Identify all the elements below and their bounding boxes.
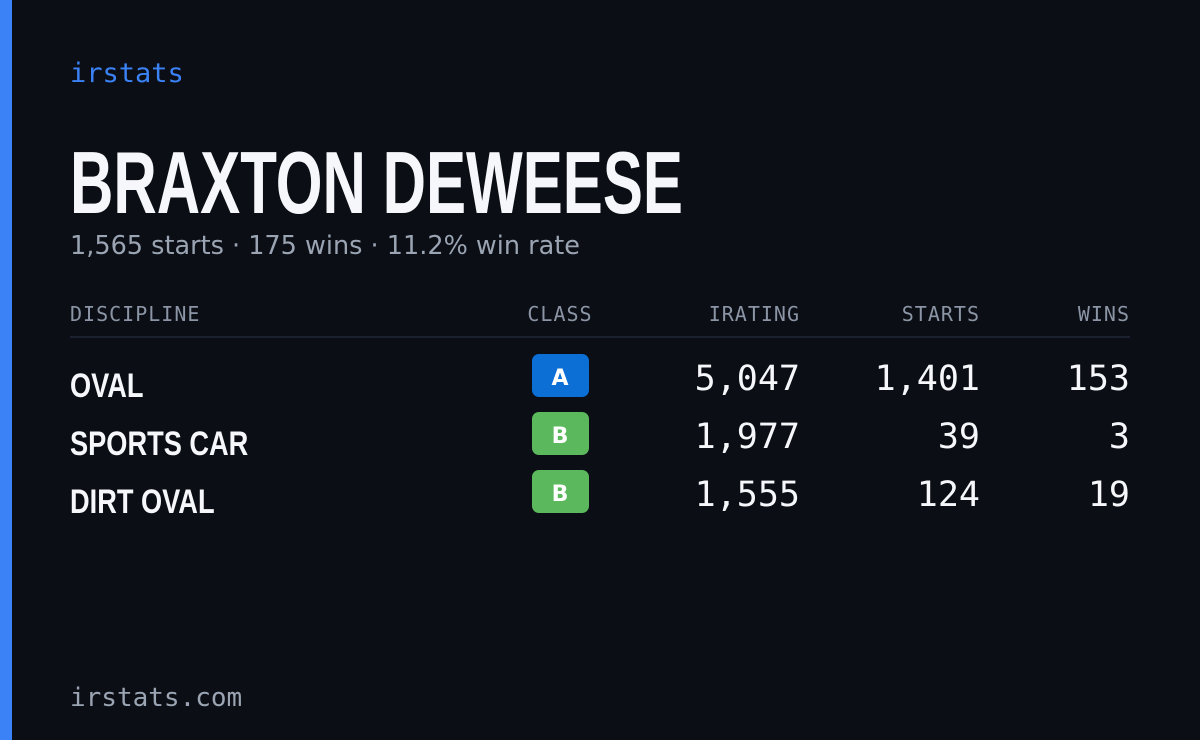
stat-value: 1,977 <box>695 417 800 457</box>
class-label: B <box>552 482 569 507</box>
stat-value: 39 <box>938 417 980 457</box>
column-header: STARTS <box>902 302 980 326</box>
driver-summary: 1,565 starts · 175 wins · 11.2% win rate <box>70 231 580 261</box>
column-header: DISCIPLINE <box>70 302 200 326</box>
stat-value: 5,047 <box>695 359 800 399</box>
stat-value: 19 <box>1088 475 1130 515</box>
discipline: SPORTS CAR <box>70 425 248 463</box>
discipline: OVAL <box>70 367 144 405</box>
column-header: CLASS <box>527 302 592 326</box>
accent-bar <box>0 0 12 740</box>
class-label: B <box>552 424 569 449</box>
class-label: A <box>551 366 568 391</box>
stat-value: 124 <box>917 475 980 515</box>
stat-value: 1,555 <box>695 475 800 515</box>
brand: irstats <box>70 58 184 89</box>
column-header: WINS <box>1078 302 1130 326</box>
class-badge <box>532 412 589 455</box>
driver-name: BRAXTON DEWEESE <box>70 133 683 232</box>
stat-value: 153 <box>1067 359 1130 399</box>
column-header: IRATING <box>709 302 800 326</box>
stat-value: 1,401 <box>875 359 980 399</box>
stat-value: 3 <box>1109 417 1130 457</box>
discipline: DIRT OVAL <box>70 483 215 521</box>
class-badge <box>532 470 589 513</box>
footer: irstats.com <box>70 683 242 713</box>
class-badge <box>532 354 589 397</box>
